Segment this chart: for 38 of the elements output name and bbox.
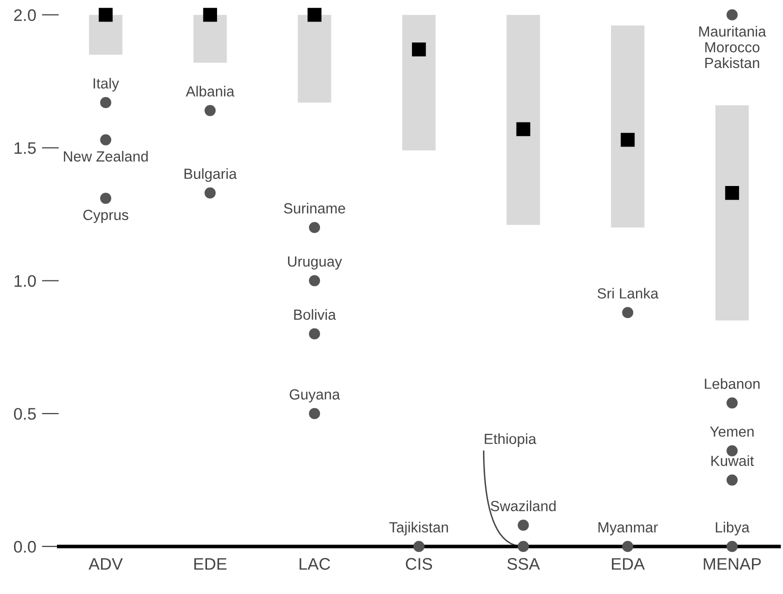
y-tick-label: 1.0 — [14, 275, 36, 287]
data-label: Kuwait — [711, 455, 754, 466]
y-tick-label: 1.5 — [14, 142, 36, 154]
bar — [611, 25, 644, 228]
bar — [715, 105, 749, 321]
x-tick-label: SSA — [507, 558, 540, 570]
x-tick-label: CIS — [406, 558, 432, 570]
data-label: Myanmar — [598, 522, 658, 536]
bar — [402, 14, 436, 150]
data-label: Cyprus — [83, 210, 128, 223]
y-tick-label: 2.0 — [14, 9, 36, 22]
bar — [89, 14, 122, 55]
data-label: New Zealand — [64, 150, 148, 162]
data-label: Sri Lanka — [598, 288, 659, 299]
data-label: Italy — [94, 78, 120, 92]
data-label: Yemen — [710, 426, 754, 437]
x-tick-label: LAC — [300, 558, 330, 570]
data-label: Lebanon — [704, 378, 760, 389]
data-label: Uruguay — [288, 256, 342, 270]
annotation: Ethiopia — [484, 433, 536, 447]
x-tick-label: EDE — [194, 558, 227, 570]
data-label: Suriname — [284, 202, 346, 214]
data-label: Mauritania Morocco Pakistan — [699, 26, 766, 68]
y-tick-label: 0.0 — [14, 540, 36, 553]
data-label: Albania — [186, 86, 234, 97]
data-label: Swaziland — [490, 500, 556, 512]
data-label: Bolivia — [294, 309, 336, 320]
data-label: Tajikistan — [389, 522, 448, 536]
bar — [298, 14, 332, 103]
x-tick-label: MENAP — [704, 558, 761, 570]
data-label: Bulgaria — [184, 168, 237, 182]
x-tick-label: ADV — [88, 558, 123, 570]
data-label: Libya — [716, 522, 750, 536]
y-tick-label: 0.5 — [14, 408, 36, 420]
bar — [506, 14, 540, 225]
data-label: Guyana — [290, 389, 340, 402]
x-tick-label: EDA — [612, 558, 645, 570]
bar — [193, 14, 227, 63]
